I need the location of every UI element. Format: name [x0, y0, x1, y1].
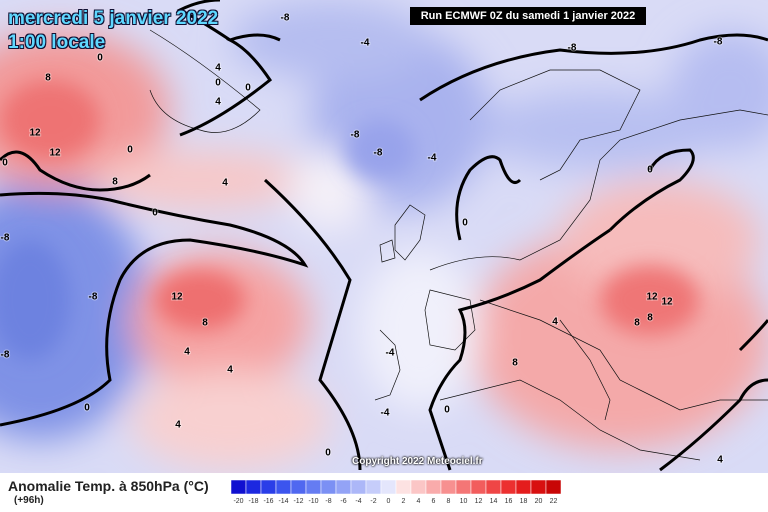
colorbar-tick: 8: [447, 498, 451, 505]
colorbar-swatch: [380, 480, 397, 495]
colorbar-swatch: [530, 480, 547, 495]
colorbar-tick: -8: [325, 498, 331, 505]
colorbar-tick: -12: [293, 498, 303, 505]
colorbar-swatch: [320, 480, 337, 495]
colorbar-swatch: [305, 480, 322, 495]
lead-time: (+96h): [14, 495, 44, 506]
colorbar-tick: -14: [278, 498, 288, 505]
contour-label: 8: [512, 358, 518, 369]
colorbar-tick: 18: [520, 498, 528, 505]
colorbar-swatch: [500, 480, 517, 495]
contour-label: -4: [361, 38, 370, 49]
contour-label: 0: [2, 158, 8, 169]
coastlines: [149, 29, 768, 461]
zero-contours: [0, 0, 768, 472]
run-info: Run ECMWF 0Z du samedi 1 janvier 2022: [410, 7, 646, 25]
contour-label: -8: [351, 130, 360, 141]
colorbar-tick: -20: [233, 498, 243, 505]
map-title: mercredi 5 janvier 2022: [8, 8, 219, 29]
colorbar-swatch: [425, 480, 442, 495]
contour-label: 12: [29, 128, 41, 139]
contour-label: 0: [462, 218, 468, 229]
contour-label: 8: [634, 318, 640, 329]
contour-label: 12: [171, 292, 183, 303]
colorbar-tick: -10: [308, 498, 318, 505]
colorbar-swatch: [515, 480, 532, 495]
contour-label: 8: [45, 73, 51, 84]
colorbar-swatch: [260, 480, 277, 495]
contour-label: 4: [222, 178, 228, 189]
legend-title: Anomalie Temp. à 850hPa (°C): [8, 478, 209, 494]
colorbar-tick: 22: [550, 498, 558, 505]
contour-label: 8: [202, 318, 208, 329]
contour-label: 0: [325, 448, 331, 459]
contour-label: 0: [127, 145, 133, 156]
contour-label: 12: [49, 148, 61, 159]
colorbar-swatch: [350, 480, 367, 495]
contour-label: 0: [152, 208, 158, 219]
colorbar-swatch: [275, 480, 292, 495]
colorbar-swatch: [231, 480, 247, 495]
colorbar-tick: 12: [475, 498, 483, 505]
contour-label: 4: [215, 97, 221, 108]
contour-label: -8: [568, 43, 577, 54]
contour-label: 0: [215, 78, 221, 89]
colorbar-tick: 4: [417, 498, 421, 505]
contour-label: 0: [647, 165, 653, 176]
contour-label: -8: [1, 233, 10, 244]
colorbar-tick: 10: [460, 498, 468, 505]
contour-label: -8: [374, 148, 383, 159]
colorbar: -20 -18 -16 -14 -12 -10 -8 -6 -4 -2 0 2 4 6 8 10 12 14 16 1…: [231, 480, 562, 505]
colorbar-tick: 20: [535, 498, 543, 505]
contour-label: -4: [386, 348, 395, 359]
map-time: 1:00 locale: [8, 32, 106, 53]
contour-label: -8: [1, 350, 10, 361]
colorbar-swatch: [410, 480, 427, 495]
colorbar-tick: -2: [370, 498, 376, 505]
legend-footer: Anomalie Temp. à 850hPa (°C) (+96h) -20-…: [0, 473, 768, 512]
contour-label: 0: [97, 53, 103, 64]
contour-label: 0: [245, 83, 251, 94]
contour-label: -4: [381, 408, 390, 419]
colorbar-tick: -4: [355, 498, 361, 505]
contour-label: 12: [661, 297, 673, 308]
colorbar-swatch: [470, 480, 487, 495]
colorbar-swatch: [545, 480, 562, 495]
contour-label: -8: [714, 37, 723, 48]
contour-label: 4: [552, 317, 558, 328]
colorbar-swatch: [365, 480, 382, 495]
colorbar-swatch: [335, 480, 352, 495]
colorbar-tick: 16: [505, 498, 513, 505]
contour-label: 4: [227, 365, 233, 376]
contour-label: 8: [647, 313, 653, 324]
colorbar-tick: -18: [248, 498, 258, 505]
colorbar-tick: 2: [402, 498, 406, 505]
contour-label: 4: [175, 420, 181, 431]
contour-label: 4: [184, 347, 190, 358]
colorbar-swatch: [455, 480, 472, 495]
colorbar-tick: -16: [263, 498, 273, 505]
contour-label: 12: [646, 292, 658, 303]
contour-label: -8: [89, 292, 98, 303]
copyright: Copyright 2022 Meteociel.fr: [352, 456, 483, 467]
contour-label: 4: [215, 63, 221, 74]
contour-label: 0: [444, 405, 450, 416]
contour-label: -4: [428, 153, 437, 164]
contour-label: 0: [84, 403, 90, 414]
colorbar-swatch: [290, 480, 307, 495]
colorbar-tick: 14: [490, 498, 498, 505]
colorbar-swatch: [485, 480, 502, 495]
colorbar-swatch: [440, 480, 457, 495]
colorbar-swatch: [395, 480, 412, 495]
colorbar-tick: 0: [387, 498, 391, 505]
colorbar-tick: 6: [432, 498, 436, 505]
contour-label: 8: [112, 177, 118, 188]
colorbar-swatch: [245, 480, 262, 495]
colorbar-tick: -6: [340, 498, 346, 505]
contour-label: 4: [717, 455, 723, 466]
contour-label: -8: [281, 13, 290, 24]
